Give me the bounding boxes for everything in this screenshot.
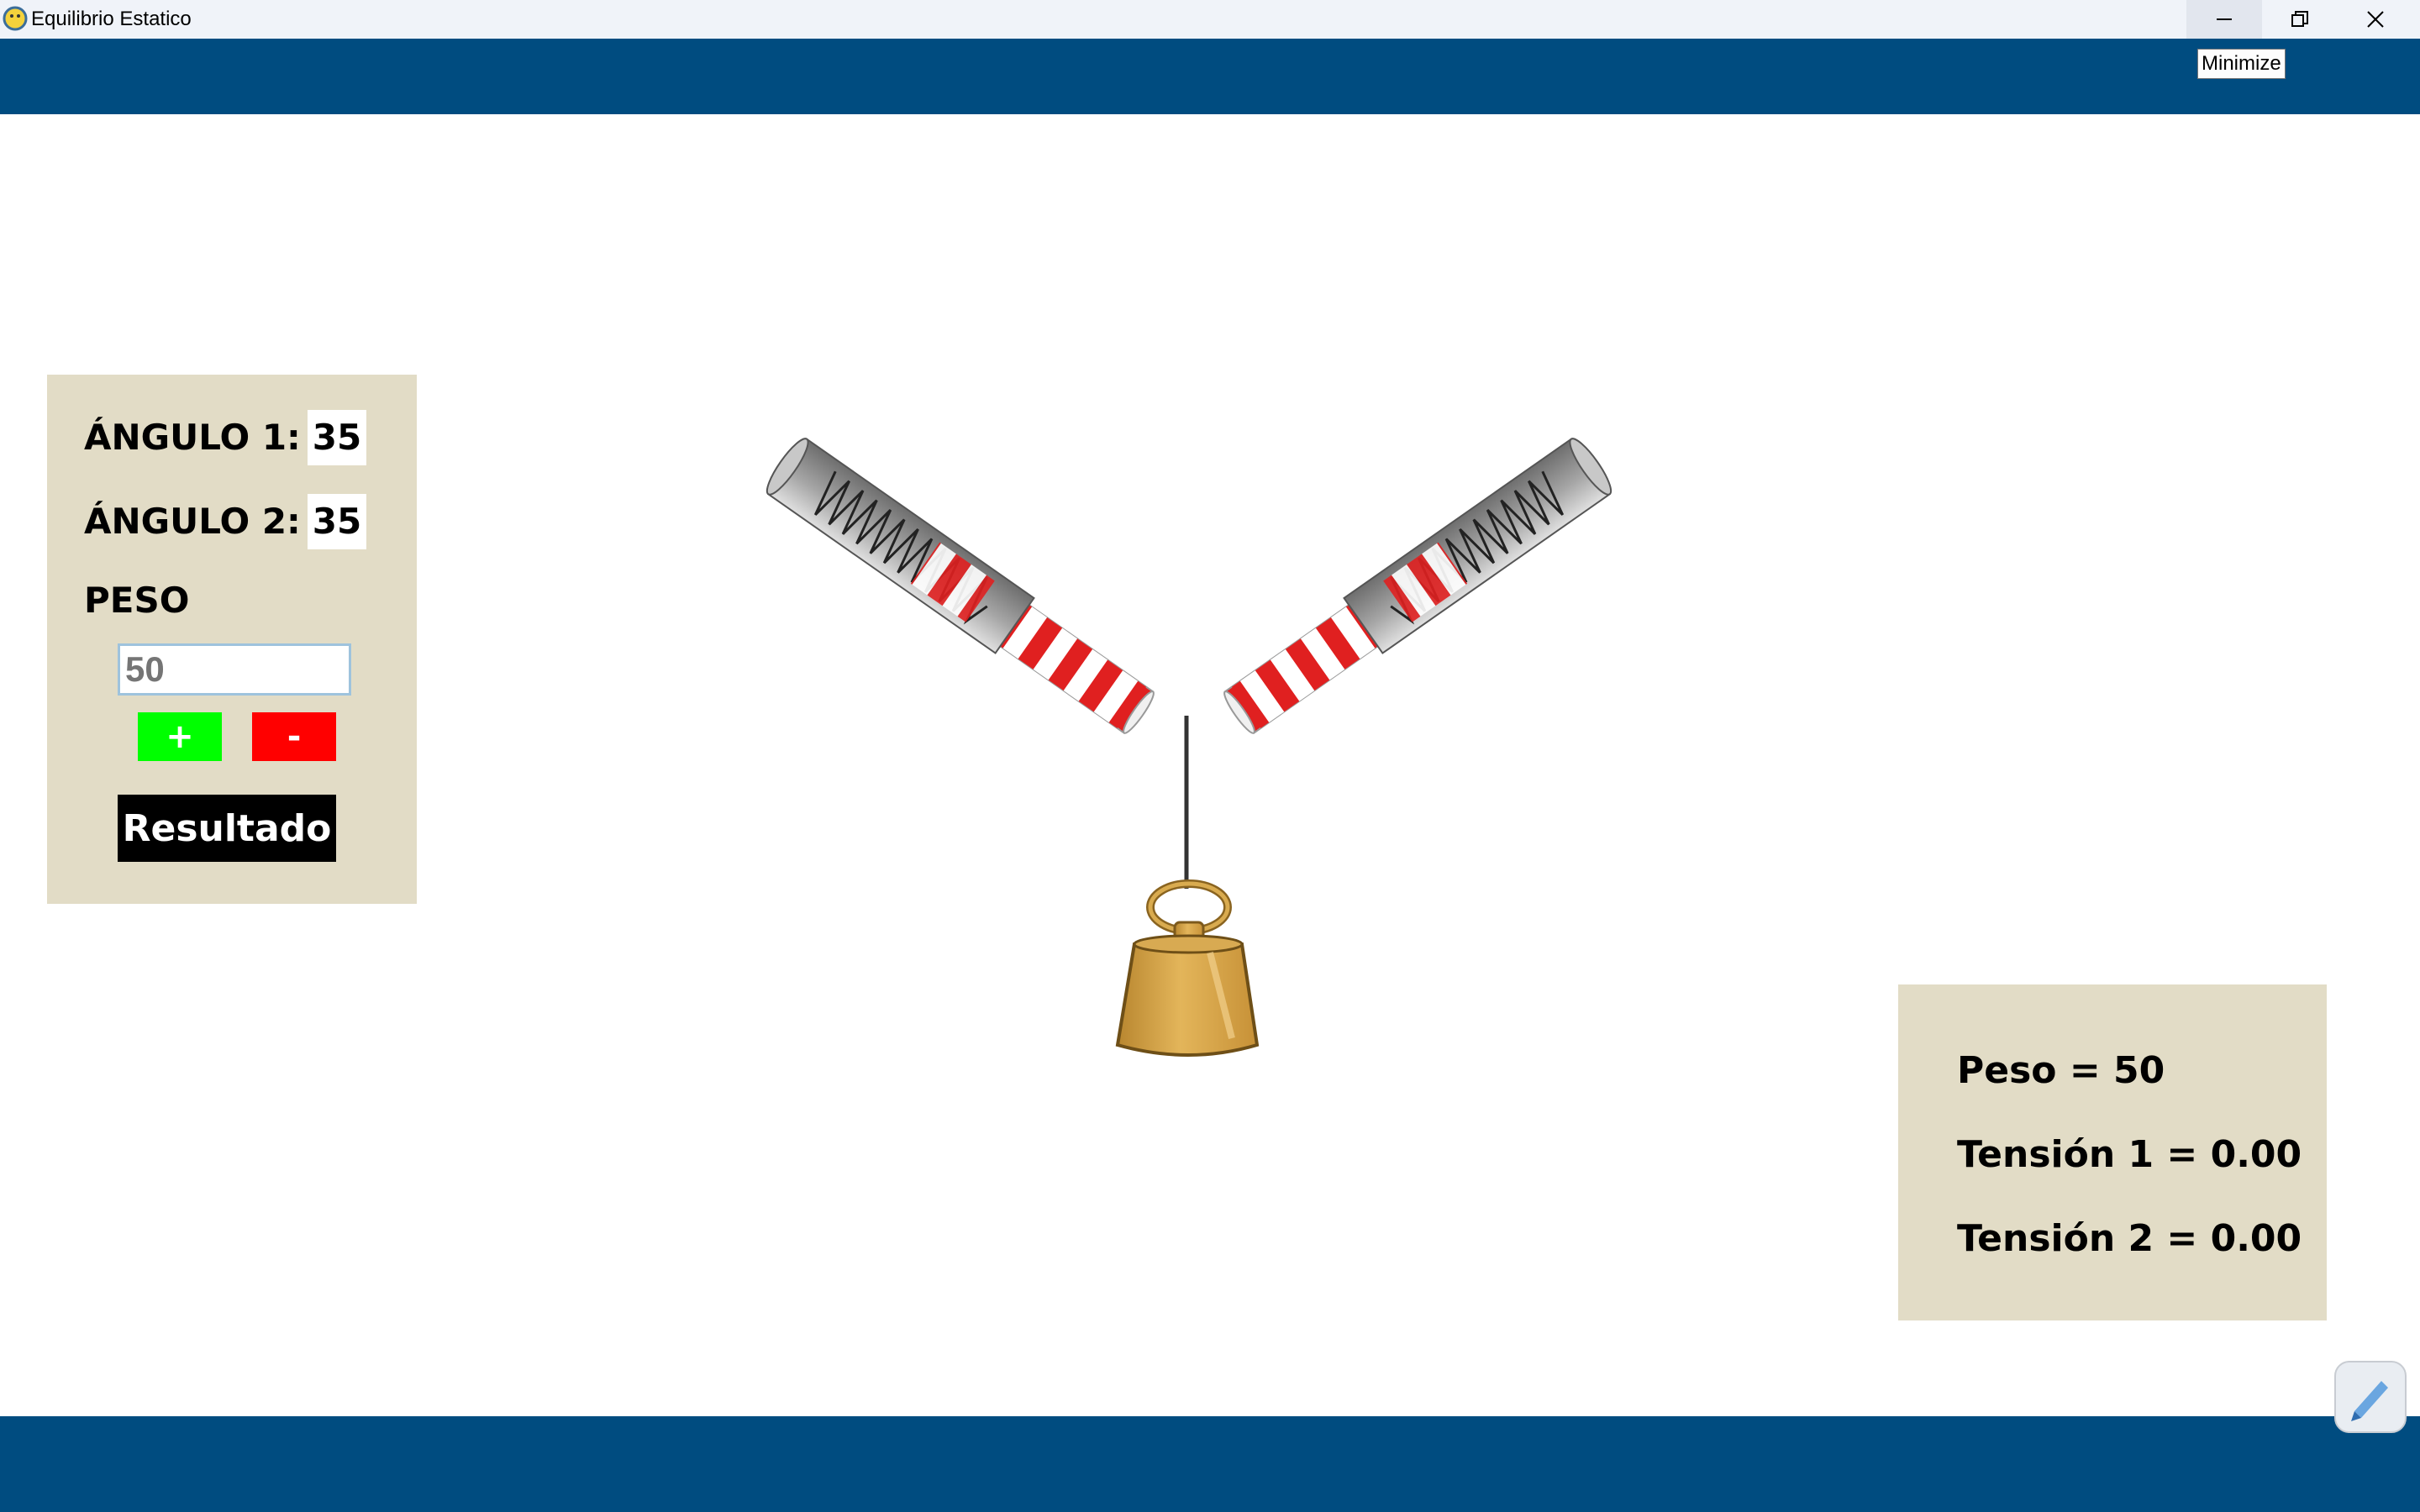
control-panel: ÁNGULO 1: 35 ÁNGULO 2: 35 PESO + - Resul… xyxy=(47,375,417,904)
minimize-tooltip: Minimize xyxy=(2197,49,2286,79)
weight-icon xyxy=(1115,879,1260,1057)
minimize-button[interactable] xyxy=(2186,0,2262,39)
results-panel: Peso = 50 Tensión 1 = 0.00 Tensión 2 = 0… xyxy=(1898,984,2327,1320)
spring-scale-right xyxy=(1214,433,1618,744)
restore-icon xyxy=(2291,11,2308,27)
angle1-label: ÁNGULO 1: xyxy=(84,417,301,458)
increase-button[interactable]: + xyxy=(138,712,222,761)
peso-result: Peso = 50 xyxy=(1957,1049,2165,1092)
tension2-result: Tensión 2 = 0.00 xyxy=(1957,1217,2302,1260)
top-bar xyxy=(0,39,2420,114)
app-icon xyxy=(3,6,28,31)
peso-input[interactable] xyxy=(118,643,351,696)
decrease-button[interactable]: - xyxy=(252,712,336,761)
close-button[interactable] xyxy=(2338,0,2413,39)
close-icon xyxy=(2367,11,2384,28)
restore-button[interactable] xyxy=(2262,0,2338,39)
peso-label: PESO xyxy=(84,580,190,621)
resultado-button[interactable]: Resultado xyxy=(118,795,336,862)
angle1-value[interactable]: 35 xyxy=(308,410,366,465)
angle2-label: ÁNGULO 2: xyxy=(84,501,301,542)
minimize-icon xyxy=(2217,18,2232,20)
pen-tool-button[interactable] xyxy=(2334,1361,2407,1433)
window-title: Equilibrio Estatico xyxy=(31,8,192,30)
angle2-value[interactable]: 35 xyxy=(308,494,366,549)
pen-icon xyxy=(2351,1381,2388,1421)
title-bar: Equilibrio Estatico xyxy=(0,0,2420,39)
bottom-bar xyxy=(0,1416,2420,1512)
tension1-result: Tensión 1 = 0.00 xyxy=(1957,1133,2302,1176)
spring-scale-left xyxy=(760,433,1164,744)
